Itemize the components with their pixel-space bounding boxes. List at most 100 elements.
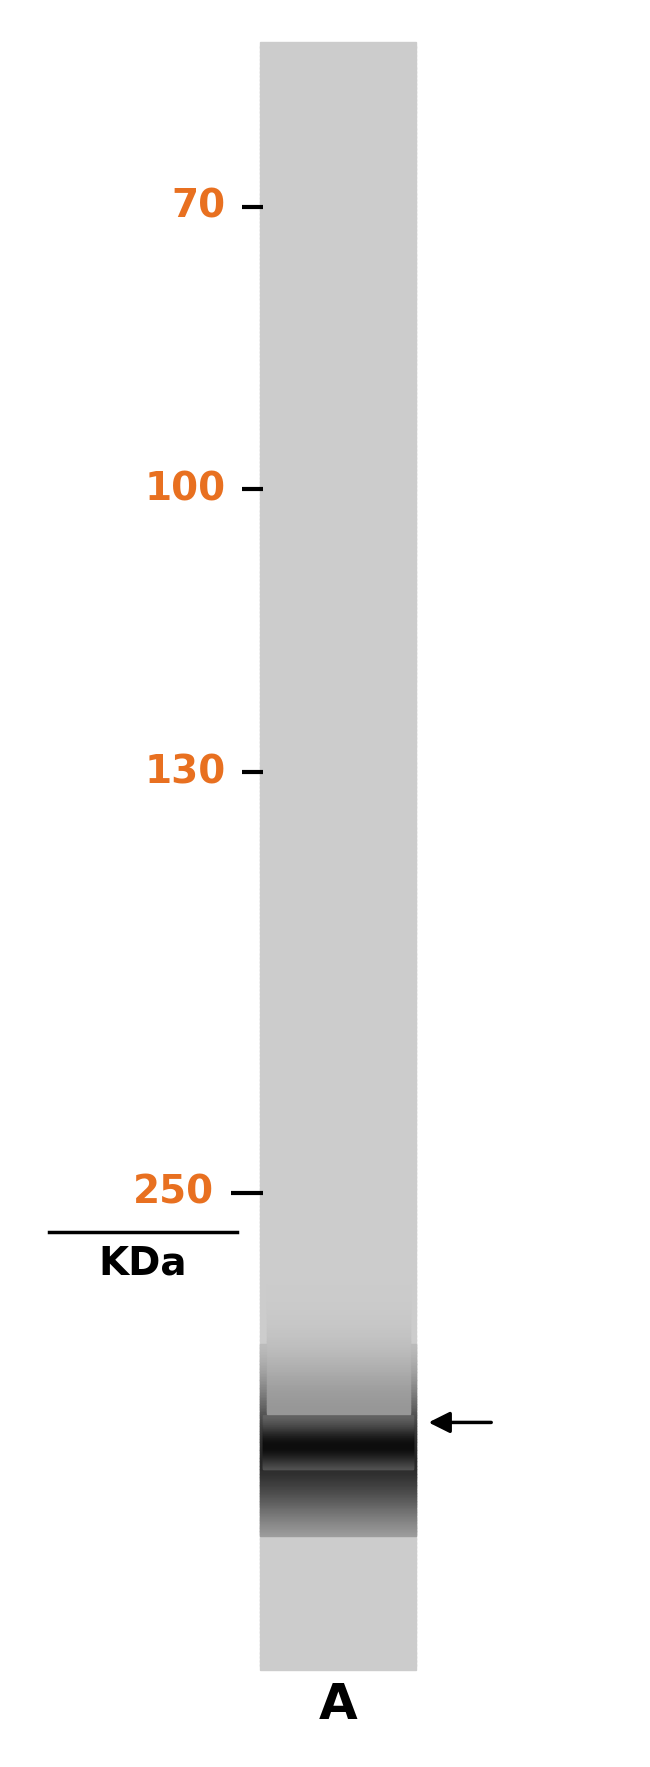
Bar: [260, 1437, 416, 1438]
Bar: [260, 1355, 416, 1361]
Bar: [260, 346, 416, 353]
Bar: [266, 1382, 410, 1384]
Bar: [260, 343, 416, 350]
Bar: [260, 1437, 416, 1442]
Bar: [260, 1447, 416, 1449]
Bar: [260, 770, 416, 776]
Bar: [260, 1030, 416, 1035]
Bar: [260, 323, 416, 329]
Bar: [260, 1465, 416, 1470]
Bar: [260, 1083, 416, 1088]
Bar: [260, 1396, 416, 1401]
Bar: [260, 705, 416, 710]
Bar: [260, 1505, 416, 1511]
Bar: [260, 1318, 416, 1325]
Bar: [260, 1375, 416, 1382]
Bar: [260, 258, 416, 263]
Bar: [260, 205, 416, 210]
Bar: [260, 470, 416, 475]
Bar: [260, 1354, 416, 1355]
Bar: [260, 1424, 416, 1428]
Bar: [266, 1350, 410, 1352]
Bar: [260, 859, 416, 866]
Bar: [260, 474, 416, 479]
Bar: [260, 1596, 416, 1601]
Bar: [266, 1385, 410, 1389]
Bar: [260, 1495, 416, 1497]
Bar: [260, 539, 416, 544]
Bar: [260, 1278, 416, 1283]
Bar: [266, 1316, 410, 1320]
Bar: [260, 937, 416, 942]
Bar: [260, 1009, 416, 1016]
Bar: [260, 1408, 416, 1414]
Bar: [260, 1127, 416, 1133]
Bar: [260, 945, 416, 951]
Bar: [260, 1421, 416, 1426]
Bar: [260, 1452, 416, 1454]
Bar: [260, 1078, 416, 1085]
Bar: [260, 152, 416, 157]
Bar: [260, 71, 416, 76]
Bar: [260, 836, 416, 841]
Bar: [260, 1543, 416, 1548]
Bar: [260, 830, 416, 838]
Bar: [260, 1391, 416, 1392]
Bar: [266, 1405, 410, 1407]
Bar: [260, 55, 416, 60]
Bar: [260, 1352, 416, 1357]
Bar: [260, 643, 416, 650]
Bar: [260, 1490, 416, 1495]
Bar: [260, 1615, 416, 1620]
Bar: [260, 417, 416, 422]
Bar: [260, 1270, 416, 1276]
Bar: [260, 1587, 416, 1592]
Bar: [260, 1525, 416, 1532]
Bar: [266, 1398, 410, 1399]
Bar: [266, 1394, 410, 1398]
Bar: [260, 648, 416, 654]
Bar: [260, 1058, 416, 1064]
Bar: [260, 58, 416, 64]
Bar: [260, 742, 416, 747]
Bar: [260, 318, 416, 325]
Bar: [260, 753, 416, 760]
Bar: [260, 1567, 416, 1573]
Bar: [260, 1498, 416, 1500]
Bar: [260, 811, 416, 816]
Bar: [260, 1071, 416, 1076]
Bar: [266, 1364, 410, 1368]
Bar: [260, 1502, 416, 1505]
Bar: [260, 1143, 416, 1150]
Bar: [260, 1456, 416, 1460]
Bar: [260, 1523, 416, 1527]
Bar: [260, 677, 416, 682]
Bar: [260, 481, 416, 488]
Bar: [260, 148, 416, 154]
Bar: [260, 1509, 416, 1516]
Bar: [260, 145, 416, 150]
Bar: [260, 1352, 416, 1354]
Bar: [260, 1509, 416, 1511]
Bar: [260, 1202, 416, 1207]
Bar: [260, 1380, 416, 1384]
Bar: [266, 1279, 410, 1283]
Bar: [260, 1502, 416, 1507]
Bar: [260, 958, 416, 963]
Bar: [266, 1304, 410, 1306]
Bar: [260, 1180, 416, 1186]
Bar: [260, 87, 416, 94]
Bar: [260, 1177, 416, 1182]
Bar: [260, 1481, 416, 1483]
Bar: [260, 267, 416, 272]
Bar: [260, 440, 416, 447]
Bar: [260, 1371, 416, 1376]
Bar: [260, 892, 416, 898]
Bar: [260, 1461, 416, 1463]
Bar: [260, 615, 416, 622]
Bar: [260, 302, 416, 307]
Bar: [260, 458, 416, 463]
Bar: [260, 806, 416, 813]
Bar: [260, 399, 416, 406]
Bar: [260, 115, 416, 122]
